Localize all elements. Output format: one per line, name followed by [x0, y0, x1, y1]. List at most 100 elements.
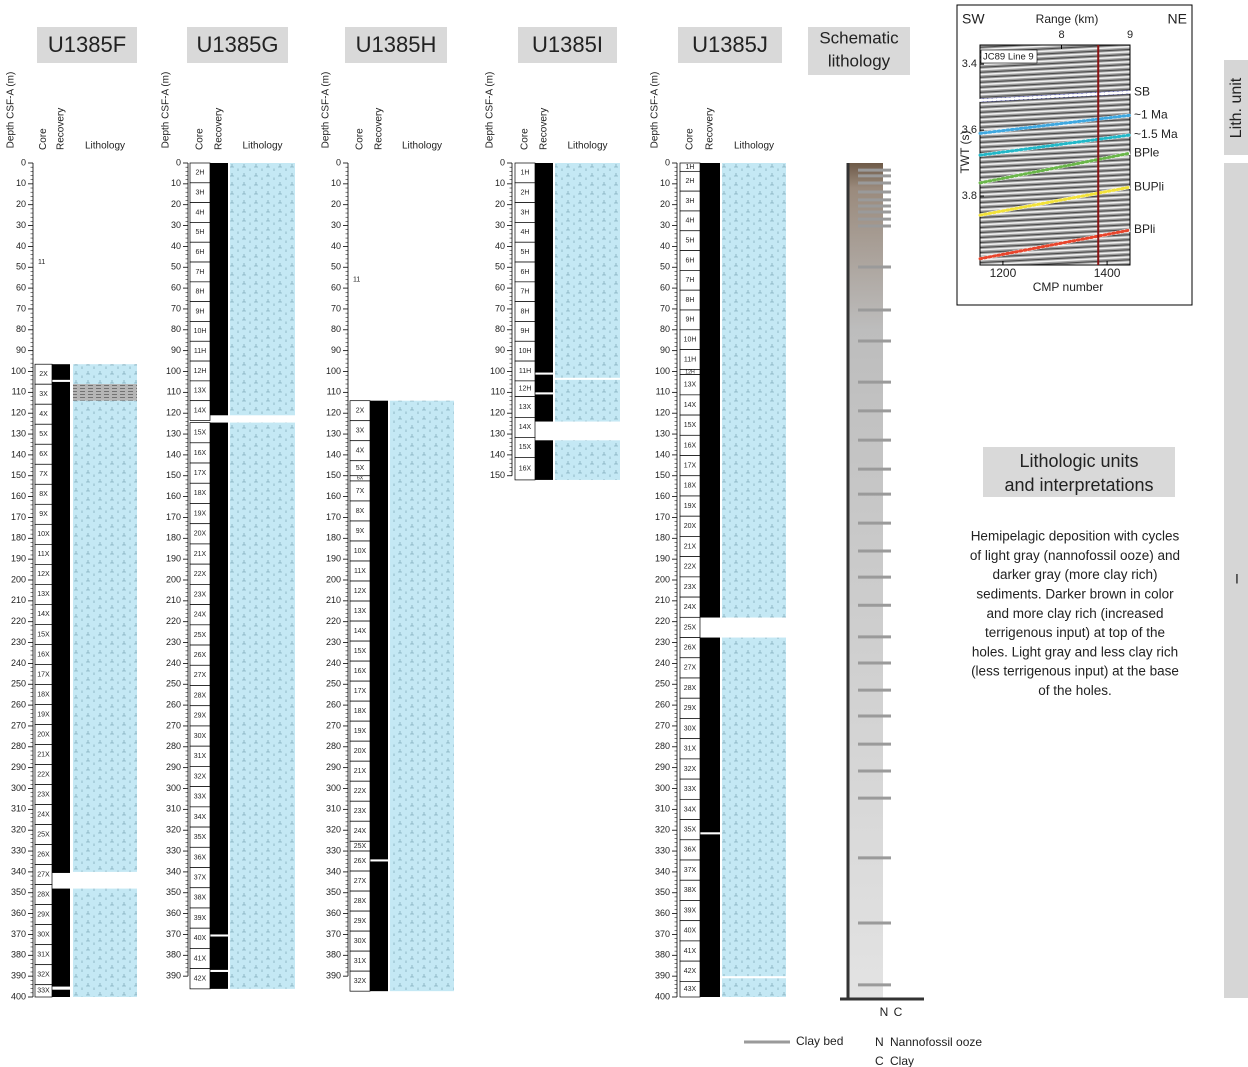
- recovery-interval: [700, 163, 720, 618]
- depth-tick-label: 140: [326, 449, 341, 459]
- core-label: 14X: [37, 611, 50, 618]
- core-label: 22X: [194, 571, 207, 578]
- lithology-interval: [722, 163, 786, 618]
- depth-tick-label: 40: [495, 241, 505, 251]
- legend-clay-label: Clay bed: [796, 1034, 843, 1048]
- depth-tick-label: 200: [166, 574, 181, 584]
- depth-tick-label: 390: [655, 971, 670, 981]
- depth-tick-label: 110: [12, 387, 26, 397]
- depth-tick-label: 20: [495, 199, 505, 209]
- depth-tick-label: 380: [326, 950, 341, 960]
- core-label: 13X: [519, 404, 532, 411]
- layout: [808, 4, 1248, 998]
- cmp-label: CMP number: [1033, 280, 1103, 294]
- core-label: 11H: [684, 356, 696, 363]
- core-label: 4H: [521, 229, 530, 236]
- depth-tick-label: 30: [16, 220, 26, 230]
- depth-tick-label: 40: [331, 241, 341, 251]
- recovery-header: Recovery: [214, 108, 225, 150]
- depth-tick-label: 90: [331, 345, 341, 355]
- core-label: 21X: [354, 768, 367, 775]
- depth-tick-label: 180: [655, 533, 670, 543]
- lithology-interval: [722, 637, 786, 977]
- core-label: 4X: [356, 448, 365, 455]
- core-label: 39X: [684, 907, 697, 914]
- depth-tick-label: 160: [166, 491, 181, 501]
- depth-tick-label: 170: [11, 512, 26, 522]
- core-label: 11X: [38, 551, 50, 558]
- lithology-interval: [230, 422, 295, 989]
- core-label: 6H: [196, 249, 205, 256]
- units-description: sediments. Darker brown in color: [976, 586, 1174, 601]
- hole-title-bg: [518, 27, 617, 63]
- core-label: 28X: [194, 692, 207, 699]
- depth-label: Depth CSF-A (m): [161, 72, 172, 149]
- core-label: 11H: [194, 348, 206, 355]
- depth-tick-label: 190: [166, 554, 181, 564]
- depth-tick-label: 200: [326, 574, 341, 584]
- depth-tick-label: 190: [11, 554, 26, 564]
- depth-tick-label: 190: [326, 554, 341, 564]
- depth-tick-label: 220: [655, 616, 670, 626]
- depth-tick-label: 370: [655, 929, 670, 939]
- core-label: 20X: [354, 748, 367, 755]
- core-label: 15X: [37, 631, 50, 638]
- depth-tick-label: 10: [171, 178, 181, 188]
- depth-tick-label: 340: [11, 866, 26, 876]
- recovery-interval: [700, 637, 720, 833]
- range-tick-label: 9: [1127, 29, 1133, 41]
- depth-tick-label: 320: [166, 825, 181, 835]
- depth-tick-label: 80: [660, 324, 670, 334]
- depth-tick-label: 370: [166, 929, 181, 939]
- core-label: 41X: [684, 948, 697, 955]
- depth-label: Depth CSF-A (m): [485, 72, 496, 149]
- core-label: 29X: [194, 713, 207, 720]
- core-label: 22X: [354, 788, 367, 795]
- core-label: 8H: [521, 308, 530, 315]
- lithology-interval: [73, 400, 137, 872]
- core-label: 19X: [194, 510, 207, 517]
- depth-tick-label: 100: [490, 366, 505, 376]
- depth-tick-label: 220: [11, 616, 26, 626]
- seismic-frame: [956, 4, 1193, 306]
- depth-tick-label: 30: [495, 220, 505, 230]
- depth-tick-label: 50: [495, 262, 505, 272]
- core-label: 17X: [684, 462, 697, 469]
- depth-tick-label: 80: [495, 324, 505, 334]
- depth-tick-label: 250: [166, 679, 181, 689]
- recovery-interval: [210, 163, 228, 416]
- core-label: 32X: [684, 766, 697, 773]
- recovery-interval: [210, 971, 228, 989]
- depth-tick-label: 10: [16, 178, 26, 188]
- lithology-header: Lithology: [567, 141, 607, 152]
- depth-tick-label: 210: [11, 595, 26, 605]
- core-label: 15X: [354, 648, 367, 655]
- depth-tick-label: 110: [167, 387, 181, 397]
- depth-tick-label: 70: [171, 303, 181, 313]
- depth-tick-label: 100: [11, 366, 26, 376]
- horizon: [978, 113, 1132, 135]
- depth-tick-label: 280: [326, 741, 341, 751]
- core-label: 27X: [354, 878, 367, 885]
- horizon-label: SB: [1134, 84, 1150, 98]
- core-label: 23X: [684, 584, 697, 591]
- recovery-interval: [370, 400, 388, 860]
- depth-tick-label: 90: [16, 345, 26, 355]
- core-label: 18X: [37, 691, 50, 698]
- core-label: 3H: [521, 209, 530, 216]
- core-label: 12H: [519, 386, 532, 393]
- depth-tick-label: 150: [11, 470, 26, 480]
- core-label: 17X: [37, 671, 50, 678]
- cmp-tick-label: 1200: [990, 266, 1017, 280]
- core-label: 24X: [354, 828, 367, 835]
- depth-tick-label: 240: [326, 658, 341, 668]
- depth-tick-label: 330: [326, 845, 341, 855]
- depth-tick-label: 360: [655, 908, 670, 918]
- core-label: 11H: [519, 368, 531, 375]
- depth-tick-label: 320: [11, 825, 26, 835]
- recovery-header: Recovery: [374, 108, 385, 150]
- core-label: 12X: [354, 588, 367, 595]
- depth-tick-label: 60: [495, 282, 505, 292]
- core-label: 36X: [684, 847, 697, 854]
- line-label: JC89 Line 9: [983, 52, 1034, 63]
